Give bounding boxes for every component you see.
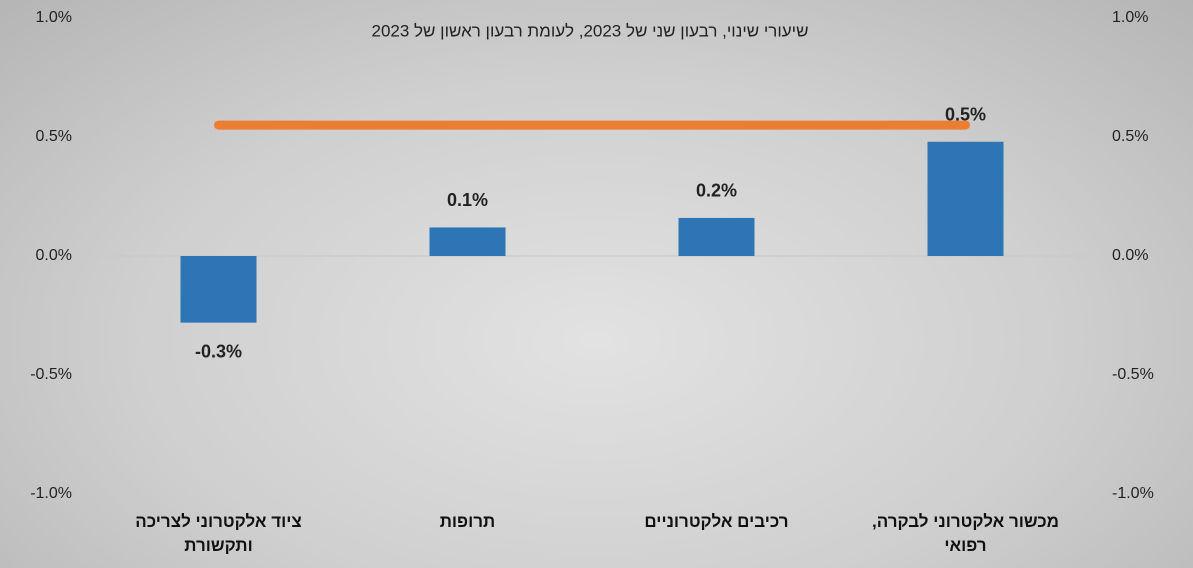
x-tick-label: רכיבים אלקטרוניים [644,512,789,531]
y2-tick-label: 1.0% [1112,9,1148,26]
y-tick-label: 0.0% [36,247,72,264]
y2-tick-label: -0.5% [1112,366,1154,383]
chart-title: שיעורי שינוי, רבעון שני של 2023, לעומת ר… [371,21,808,40]
data-label: 0.5% [945,105,986,125]
x-tick-label: תרופות [439,512,496,531]
data-label: 0.1% [447,190,488,210]
bar [429,227,506,256]
x-tick-label: מכשור אלקטרוני לבקרה, רפואי [871,512,1059,555]
bar [927,141,1004,256]
bar [678,217,755,256]
data-label: 0.2% [696,181,737,201]
y2-tick-label: 0.5% [1112,128,1148,145]
y-tick-label: -1.0% [30,485,72,502]
y-tick-label: 1.0% [36,9,72,26]
y-tick-label: 0.5% [36,128,72,145]
y2-tick-label: -1.0% [1112,485,1154,502]
y2-tick-label: 0.0% [1112,247,1148,264]
data-label: -0.3% [195,341,242,361]
x-tick-label: ציוד אלקטרוני לצריכה ותקשורת [135,512,302,555]
y-tick-label: -0.5% [30,366,72,383]
bar [180,256,257,323]
